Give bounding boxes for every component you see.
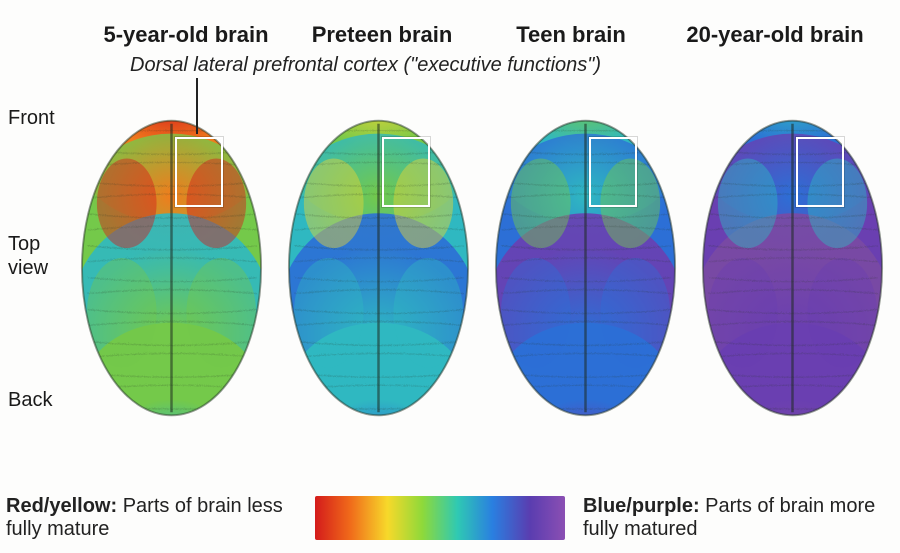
legend-gradient [315, 496, 565, 540]
legend-left: Red/yellow: Parts of brain less fully ma… [6, 495, 297, 541]
label-front: Front [8, 106, 55, 130]
stage-labels-row: 5-year-old brainPreteen brainTeen brain2… [86, 22, 886, 48]
prefrontal-highlight-box [589, 137, 637, 207]
prefrontal-highlight-box [796, 137, 844, 207]
brain-svg [72, 108, 271, 428]
legend: Red/yellow: Parts of brain less fully ma… [6, 495, 894, 541]
stage-label: Teen brain [478, 22, 664, 48]
brain-svg [279, 108, 478, 428]
prefrontal-highlight-box [382, 137, 430, 207]
stage-label: 20-year-old brain [664, 22, 886, 48]
brain-svg [486, 108, 685, 428]
brain-age5 [72, 108, 271, 428]
legend-right: Blue/purple: Parts of brain more fully m… [583, 495, 894, 541]
brain-row [72, 108, 892, 428]
brain-age20 [693, 108, 892, 428]
brain-svg [693, 108, 892, 428]
stage-label: Preteen brain [286, 22, 478, 48]
stage-label: 5-year-old brain [86, 22, 286, 48]
prefrontal-highlight-box [175, 137, 223, 207]
brain-preteen [279, 108, 478, 428]
subtitle: Dorsal lateral prefrontal cortex ("execu… [130, 54, 601, 77]
callout-line [196, 78, 198, 134]
label-top-view: Top view [8, 232, 48, 280]
brain-teen [486, 108, 685, 428]
label-back: Back [8, 388, 52, 412]
